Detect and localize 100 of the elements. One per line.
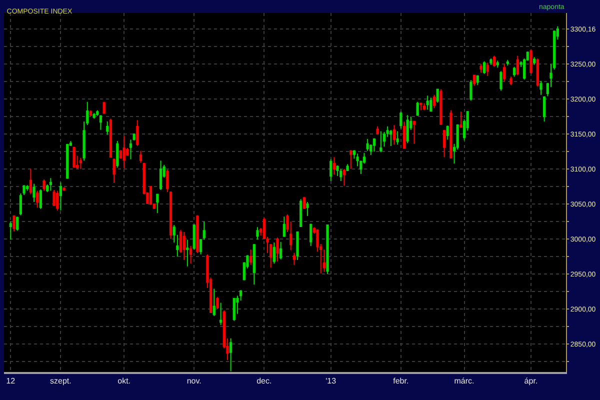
- candlestick: [512, 66, 516, 78]
- candlestick: [310, 223, 312, 247]
- candlestick: [342, 168, 346, 186]
- candlestick: [530, 50, 532, 74]
- candlestick: [536, 58, 539, 87]
- x-tick-label: dec.: [256, 376, 272, 386]
- candlestick: [366, 138, 369, 152]
- candlestick: [420, 102, 422, 111]
- candlestick: [9, 221, 12, 240]
- candlestick: [26, 184, 29, 192]
- candlestick: [432, 94, 436, 109]
- candlestick: [192, 224, 196, 250]
- candlestick: [102, 101, 106, 114]
- candlestick: [510, 76, 512, 86]
- candlestick: [416, 101, 419, 116]
- candlestick: [256, 226, 259, 240]
- candlestick: [376, 126, 379, 136]
- candlestick: [22, 184, 26, 196]
- candlestick: [66, 143, 69, 180]
- candlestick: [109, 118, 112, 158]
- candlestick: [540, 80, 542, 96]
- candlestick: [390, 129, 392, 146]
- candlestick: [212, 288, 216, 317]
- candlestick: [32, 183, 36, 202]
- candlestick: [472, 74, 476, 86]
- candlestick: [252, 243, 256, 286]
- candlestick: [460, 111, 462, 128]
- candlestick: [486, 62, 489, 76]
- candlestick: [350, 150, 352, 170]
- candlestick: [39, 188, 42, 210]
- candlestick: [400, 111, 402, 129]
- candlestick: [92, 112, 96, 120]
- candlestick: [106, 120, 109, 136]
- candlestick: [156, 194, 159, 214]
- candlestick: [502, 64, 506, 82]
- candlestick: [219, 302, 222, 326]
- candlestick: [306, 201, 309, 216]
- x-tick-label: ápr.: [524, 376, 538, 386]
- candlestick: [159, 160, 162, 191]
- x-tick-label: nov.: [186, 376, 202, 386]
- candlestick: [292, 252, 296, 266]
- candlestick: [19, 193, 22, 216]
- candlestick: [470, 80, 472, 101]
- candlestick: [480, 64, 482, 73]
- candlestick: [422, 102, 426, 111]
- candlestick: [440, 88, 442, 126]
- candlestick: [406, 114, 409, 144]
- x-tick-label: okt.: [118, 376, 131, 386]
- candlestick: [79, 157, 82, 170]
- candlestick: [372, 138, 376, 152]
- candlestick: [296, 230, 299, 261]
- candlestick: [516, 55, 519, 76]
- candlestick: [430, 97, 432, 112]
- candlestick: [182, 232, 186, 261]
- candlestick: [149, 185, 152, 206]
- candlestick: [49, 178, 52, 192]
- candlestick: [332, 156, 336, 176]
- candlestick: [186, 239, 189, 267]
- candlestick: [380, 130, 382, 153]
- x-tick-label: 12: [6, 376, 16, 386]
- candlestick: [442, 129, 446, 158]
- candlestick: [62, 187, 66, 192]
- candlestick: [533, 56, 536, 66]
- candlestick: [302, 196, 306, 210]
- candlestick: [16, 216, 19, 232]
- candlestick: [232, 297, 236, 322]
- candlestick: [42, 179, 46, 192]
- candlestick: [340, 168, 342, 182]
- candlestick: [300, 198, 302, 227]
- candlestick: [36, 190, 39, 208]
- candlestick: [412, 120, 416, 144]
- candlestick: [336, 165, 339, 177]
- candlestick: [276, 237, 279, 262]
- candlestick: [436, 88, 439, 104]
- candlestick: [402, 120, 406, 150]
- candlestick: [12, 214, 16, 232]
- candlestick: [129, 139, 132, 160]
- candlestick: [122, 136, 126, 169]
- x-tick-label: '13: [326, 376, 337, 386]
- candlestick: [229, 338, 232, 372]
- candlestick: [59, 182, 62, 211]
- candlestick: [112, 158, 116, 184]
- candlestick: [136, 120, 139, 146]
- candlestick: [492, 55, 496, 68]
- candlestick: [89, 110, 92, 116]
- candlestick: [543, 96, 546, 122]
- candlestick: [496, 60, 499, 68]
- candlestick: [72, 146, 76, 168]
- candlestick: [346, 164, 349, 172]
- candlestick: [490, 58, 492, 66]
- candlestick: [250, 249, 252, 266]
- x-tick-label: szept.: [50, 376, 72, 386]
- candlestick: [272, 242, 276, 264]
- candlestick: [326, 224, 329, 275]
- candlestick: [446, 125, 449, 140]
- x-tick-label: febr.: [393, 376, 409, 386]
- candlestick: [139, 150, 142, 164]
- candlestick: [99, 114, 102, 130]
- candlestick: [189, 246, 192, 264]
- candlestick: [500, 70, 502, 92]
